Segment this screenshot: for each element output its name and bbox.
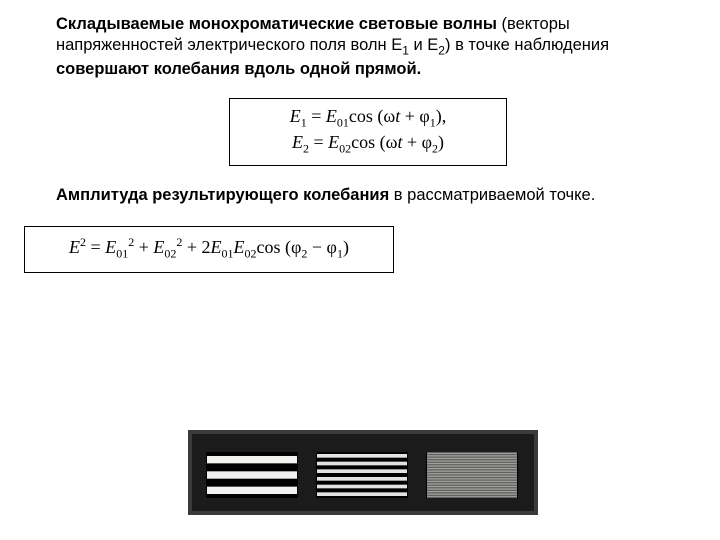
equation-box-amplitude: E2 = E012 + E022 + 2E01E02cos (φ2 − φ1) xyxy=(24,226,394,273)
p1-run-3: ) в точке наблюдения xyxy=(445,36,609,54)
p1-sub-1: 1 xyxy=(402,43,409,57)
equation-e2: E2 = E02cos (ωt + φ2) xyxy=(244,131,492,157)
paragraph-superposition: Складываемые монохроматические световые … xyxy=(56,14,680,80)
p1-run-2: и Е xyxy=(409,36,438,54)
paragraph-amplitude: Амплитуда результирующего колебания в ра… xyxy=(56,184,680,208)
p2-run-1: в рассматриваемой точке. xyxy=(389,186,595,204)
p1-sub-2: 2 xyxy=(438,43,445,57)
equation-box-waves: E1 = E01cos (ωt + φ1), E2 = E02cos (ωt +… xyxy=(229,98,507,166)
p2-bold-1: Амплитуда результирующего колебания xyxy=(56,186,389,204)
p1-bold-1: Складываемые монохроматические световые … xyxy=(56,15,497,33)
interference-pattern-figure xyxy=(188,430,538,515)
equation-e1: E1 = E01cos (ωt + φ1), xyxy=(244,105,492,131)
interference-panel xyxy=(316,452,408,498)
p1-bold-2: совершают колебания вдоль одной прямой. xyxy=(56,60,421,78)
equation-amplitude: E2 = E012 + E022 + 2E01E02cos (φ2 − φ1) xyxy=(69,237,349,257)
